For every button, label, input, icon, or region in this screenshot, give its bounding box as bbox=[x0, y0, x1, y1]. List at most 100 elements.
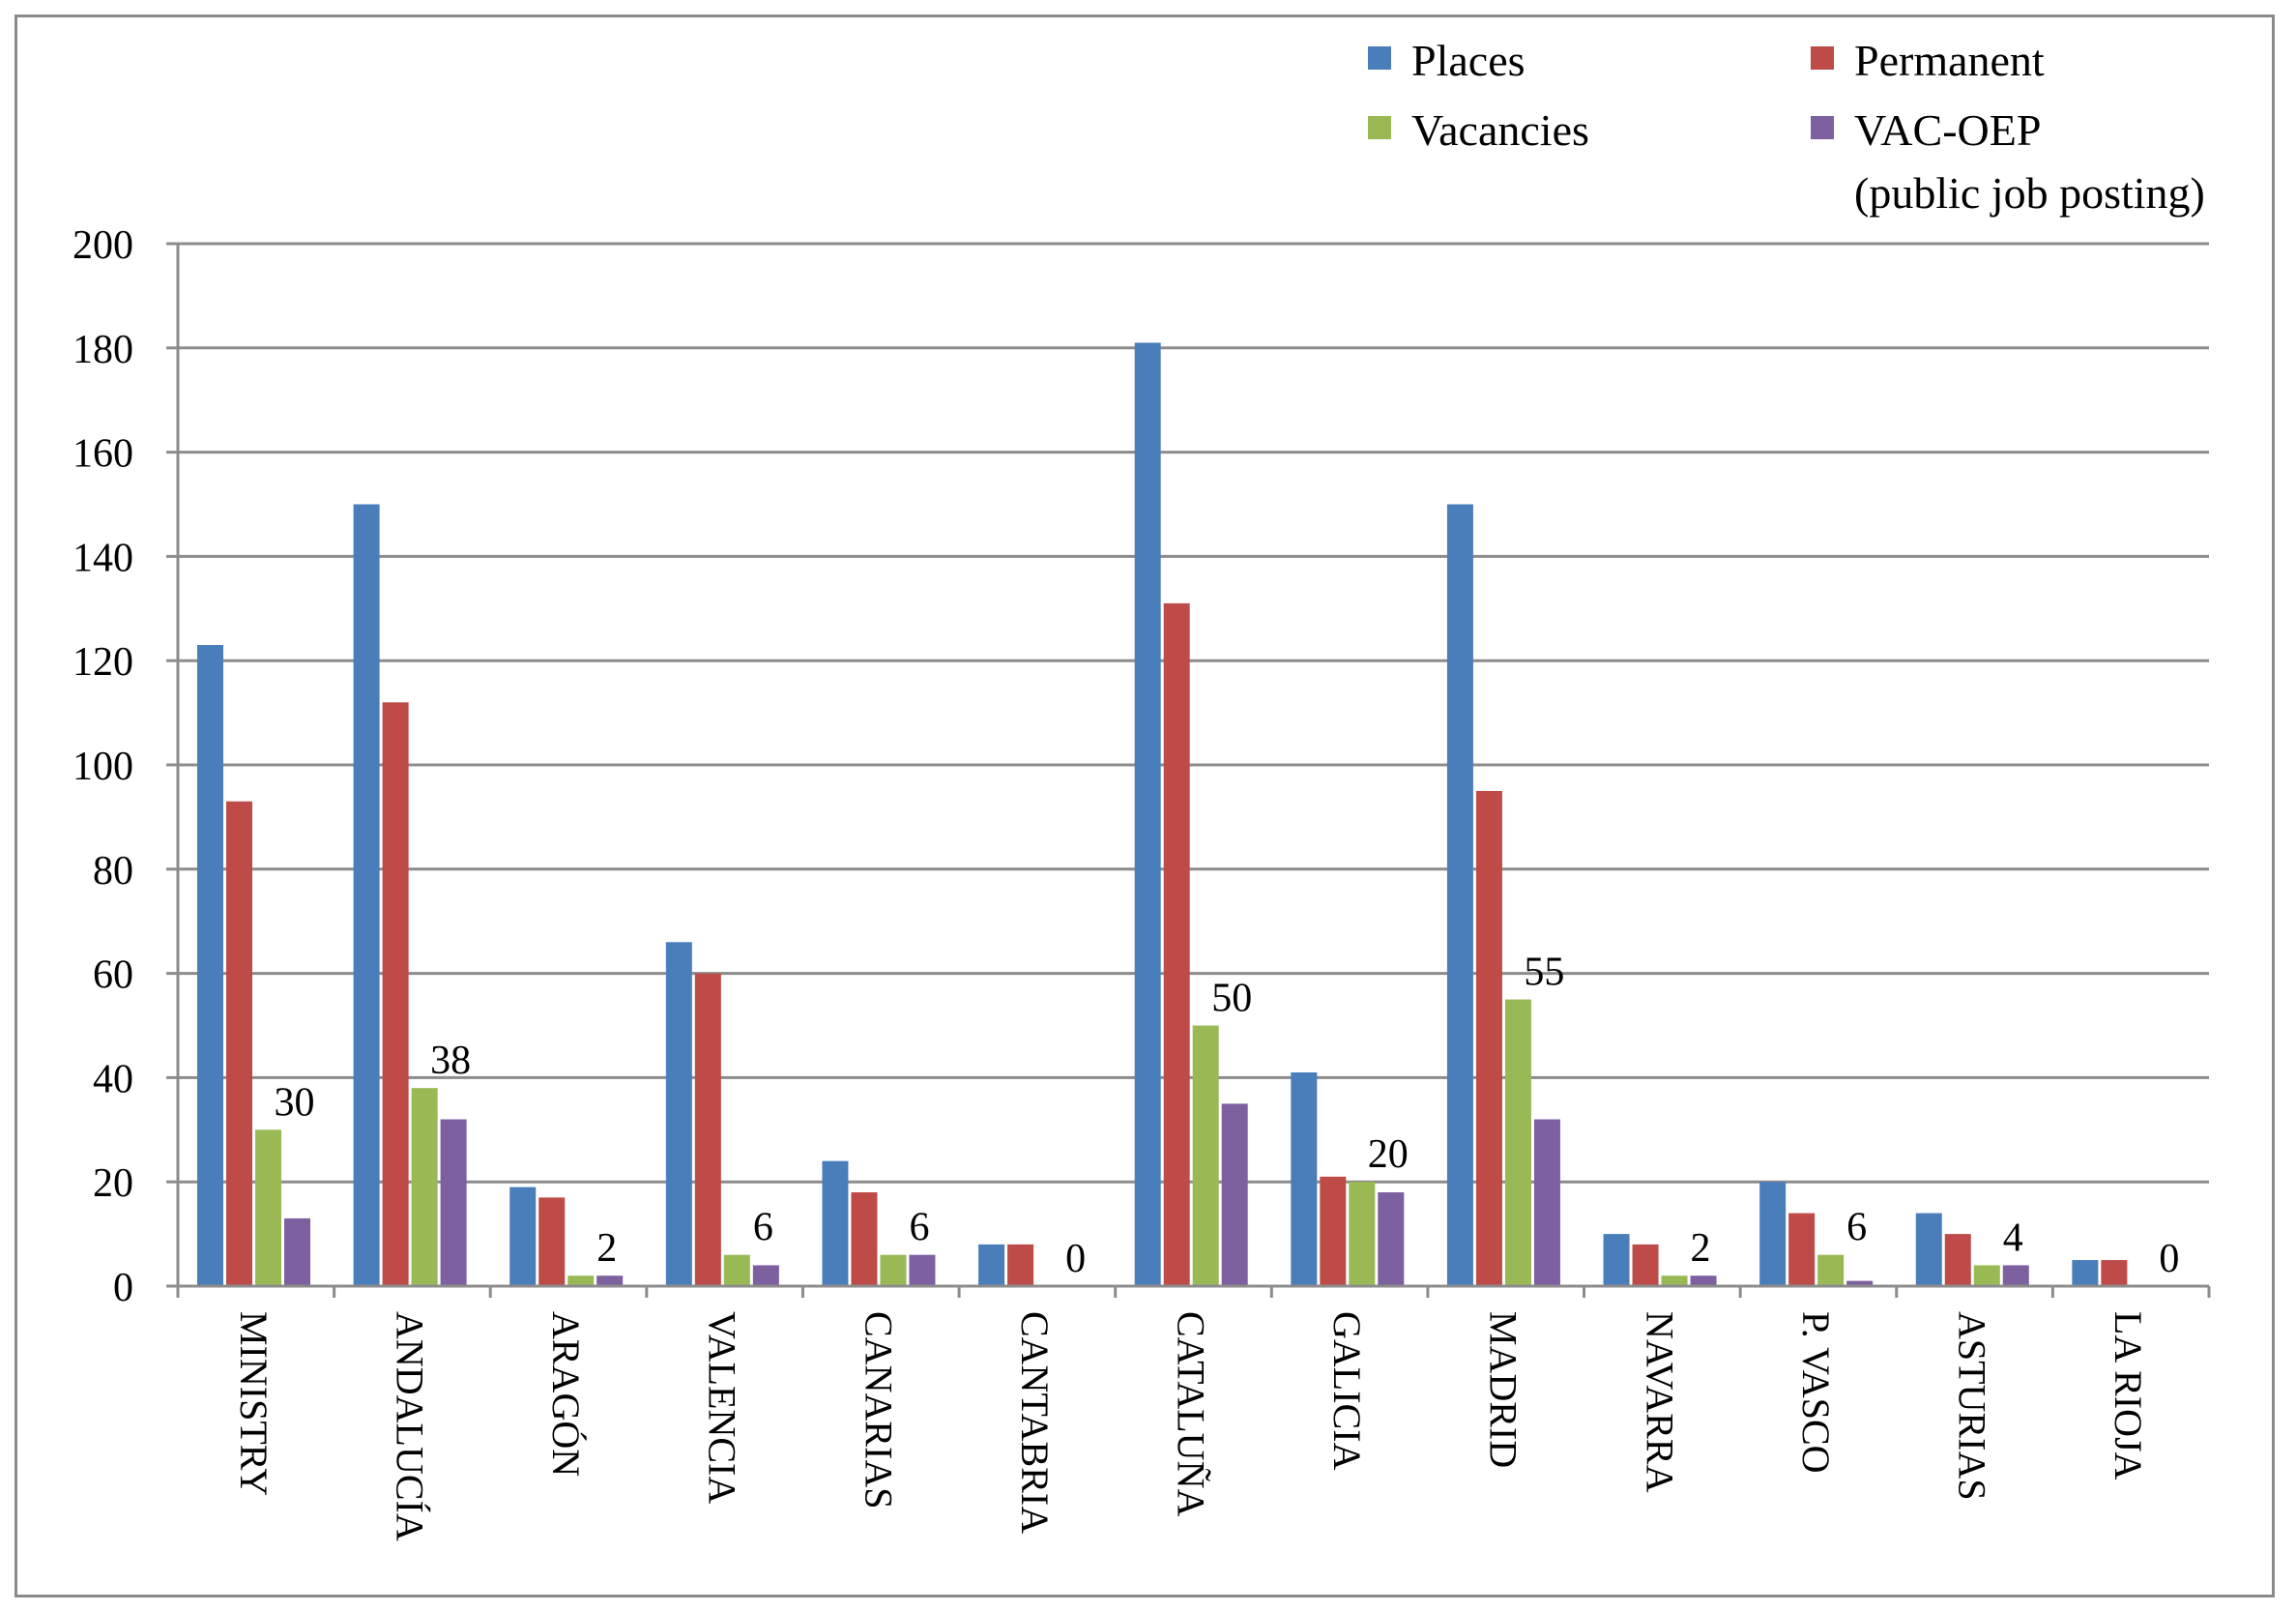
data-label-p-vasco: 6 bbox=[1846, 1206, 1867, 1250]
x-tick-label-madrid: MADRID bbox=[1482, 1311, 1526, 1468]
data-label-valencia: 6 bbox=[753, 1206, 773, 1250]
data-label-andalucia: 38 bbox=[430, 1039, 471, 1083]
bar-permanent-canarias bbox=[851, 1191, 878, 1286]
bar-vacancies-asturias bbox=[1973, 1265, 2000, 1286]
x-tick-label-navarra: NAVARRA bbox=[1638, 1311, 1681, 1493]
y-tick-label-200: 200 bbox=[73, 223, 133, 268]
legend-label-vac-oep-line2: (public job posting) bbox=[1854, 168, 2205, 218]
x-tick-label-asturias: ASTURIAS bbox=[1951, 1311, 1994, 1501]
bar-places-galicia bbox=[1291, 1072, 1318, 1286]
bar-vac-oep-public-job-posting-p-vasco bbox=[1846, 1280, 1874, 1286]
bar-places-cataluna bbox=[1134, 342, 1161, 1286]
bars bbox=[197, 342, 2128, 1286]
bar-permanent-andalucia bbox=[382, 702, 409, 1286]
bar-permanent-asturias bbox=[1944, 1234, 1971, 1286]
bar-permanent-valencia bbox=[694, 973, 721, 1286]
legend-label-permanent: Permanent bbox=[1854, 36, 2045, 85]
y-tick-label-60: 60 bbox=[93, 953, 133, 998]
bar-places-p-vasco bbox=[1759, 1182, 1787, 1286]
data-label-canarias: 6 bbox=[909, 1206, 929, 1250]
bar-vac-oep-public-job-posting-navarra bbox=[1690, 1275, 1717, 1286]
bar-vac-oep-public-job-posting-andalucia bbox=[440, 1119, 467, 1286]
bar-permanent-cantabria bbox=[1007, 1244, 1034, 1286]
x-tick-label-cantabria: CANTABRIA bbox=[1013, 1311, 1057, 1534]
y-tick-label-40: 40 bbox=[93, 1057, 133, 1101]
bar-places-valencia bbox=[665, 942, 692, 1286]
data-label-aragon: 2 bbox=[596, 1226, 617, 1271]
bar-vacancies-madrid bbox=[1504, 999, 1531, 1286]
y-tick-label-80: 80 bbox=[93, 849, 133, 894]
gridlines bbox=[178, 242, 2209, 1184]
bar-places-canarias bbox=[822, 1160, 849, 1286]
bar-vac-oep-public-job-posting-ministry bbox=[284, 1217, 310, 1286]
legend-label-vac-oep: VAC-OEP bbox=[1854, 105, 2041, 155]
y-tick-label-120: 120 bbox=[73, 640, 133, 685]
x-tick-label-valencia: VALENCIA bbox=[701, 1311, 744, 1504]
legend-label-places: Places bbox=[1411, 36, 1526, 85]
x-tick-label-p-vasco: P. VASCO bbox=[1794, 1311, 1838, 1474]
legend-label-vacancies: Vacancies bbox=[1411, 105, 1589, 155]
data-label-la-rioja: 0 bbox=[2159, 1237, 2179, 1281]
data-label-cantabria: 0 bbox=[1065, 1237, 1086, 1281]
bar-permanent-cataluna bbox=[1163, 602, 1190, 1286]
data-label-madrid: 55 bbox=[1524, 951, 1564, 995]
legend-swatch-vacancies bbox=[1368, 116, 1391, 139]
x-tick-label-cataluna: CATALUÑA bbox=[1170, 1311, 1213, 1516]
bar-vac-oep-public-job-posting-madrid bbox=[1533, 1119, 1560, 1286]
bar-permanent-p-vasco bbox=[1788, 1213, 1816, 1286]
data-labels: 30 38 2 6 6 0 50 20 55 2 6 4 0 bbox=[275, 951, 2180, 1281]
bar-places-andalucia bbox=[353, 504, 380, 1286]
bar-vacancies-canarias bbox=[880, 1254, 907, 1286]
x-tick-label-la-rioja: LA RIOJA bbox=[2107, 1311, 2150, 1480]
bar-permanent-galicia bbox=[1320, 1176, 1347, 1286]
data-label-ministry: 30 bbox=[275, 1080, 315, 1125]
y-tick-label-180: 180 bbox=[73, 328, 133, 372]
data-label-galicia: 20 bbox=[1368, 1132, 1409, 1177]
data-label-cataluna: 50 bbox=[1211, 977, 1252, 1021]
bar-permanent-la-rioja bbox=[2101, 1260, 2128, 1286]
bar-vac-oep-public-job-posting-canarias bbox=[909, 1254, 936, 1286]
y-tick-label-140: 140 bbox=[73, 536, 133, 580]
bar-vacancies-cataluna bbox=[1192, 1025, 1219, 1286]
y-tick-label-100: 100 bbox=[73, 745, 133, 789]
x-tick-label-ministry: MINISTRY bbox=[232, 1311, 276, 1496]
legend-swatch-places bbox=[1368, 46, 1391, 70]
bar-vacancies-andalucia bbox=[411, 1088, 438, 1286]
bar-places-asturias bbox=[1915, 1213, 1942, 1286]
bar-permanent-aragon bbox=[538, 1197, 566, 1286]
x-tick-label-andalucia: ANDALUCÍA bbox=[388, 1311, 431, 1541]
bar-vacancies-galicia bbox=[1349, 1182, 1376, 1286]
bar-vacancies-navarra bbox=[1661, 1275, 1688, 1286]
y-tick-label-160: 160 bbox=[73, 432, 133, 477]
legend-swatch-permanent bbox=[1811, 46, 1834, 70]
x-tick-label-galicia: GALICIA bbox=[1325, 1311, 1369, 1471]
bar-vacancies-ministry bbox=[255, 1129, 281, 1286]
bar-vacancies-p-vasco bbox=[1817, 1254, 1845, 1286]
y-tick-label-20: 20 bbox=[93, 1161, 133, 1206]
bar-vac-oep-public-job-posting-aragon bbox=[596, 1275, 624, 1286]
legend-swatch-vac-oep bbox=[1811, 116, 1834, 139]
bar-vac-oep-public-job-posting-valencia bbox=[752, 1265, 779, 1286]
bar-permanent-navarra bbox=[1632, 1244, 1659, 1286]
data-label-asturias: 4 bbox=[2003, 1216, 2023, 1260]
bar-places-la-rioja bbox=[2072, 1260, 2099, 1286]
bar-vacancies-valencia bbox=[723, 1254, 750, 1286]
bar-permanent-madrid bbox=[1475, 790, 1502, 1286]
x-tick-label-canarias: CANARIAS bbox=[857, 1311, 900, 1509]
bar-places-cantabria bbox=[978, 1244, 1005, 1286]
bar-places-madrid bbox=[1446, 504, 1473, 1286]
x-tick-label-aragon: ARAGÓN bbox=[544, 1311, 588, 1477]
y-tick-label-0: 0 bbox=[113, 1266, 133, 1310]
bar-places-navarra bbox=[1603, 1234, 1630, 1286]
bar-permanent-ministry bbox=[226, 801, 252, 1286]
legend: Places Permanent Vacancies VAC-OEP (public j… bbox=[1368, 36, 2205, 218]
bar-vac-oep-public-job-posting-asturias bbox=[2002, 1265, 2029, 1286]
bar-vacancies-aragon bbox=[567, 1275, 595, 1286]
bar-places-aragon bbox=[509, 1187, 537, 1286]
bar-vac-oep-public-job-posting-cataluna bbox=[1221, 1103, 1248, 1286]
bar-vac-oep-public-job-posting-galicia bbox=[1378, 1191, 1405, 1286]
data-label-navarra: 2 bbox=[1691, 1226, 1711, 1271]
bar-places-ministry bbox=[197, 645, 223, 1286]
